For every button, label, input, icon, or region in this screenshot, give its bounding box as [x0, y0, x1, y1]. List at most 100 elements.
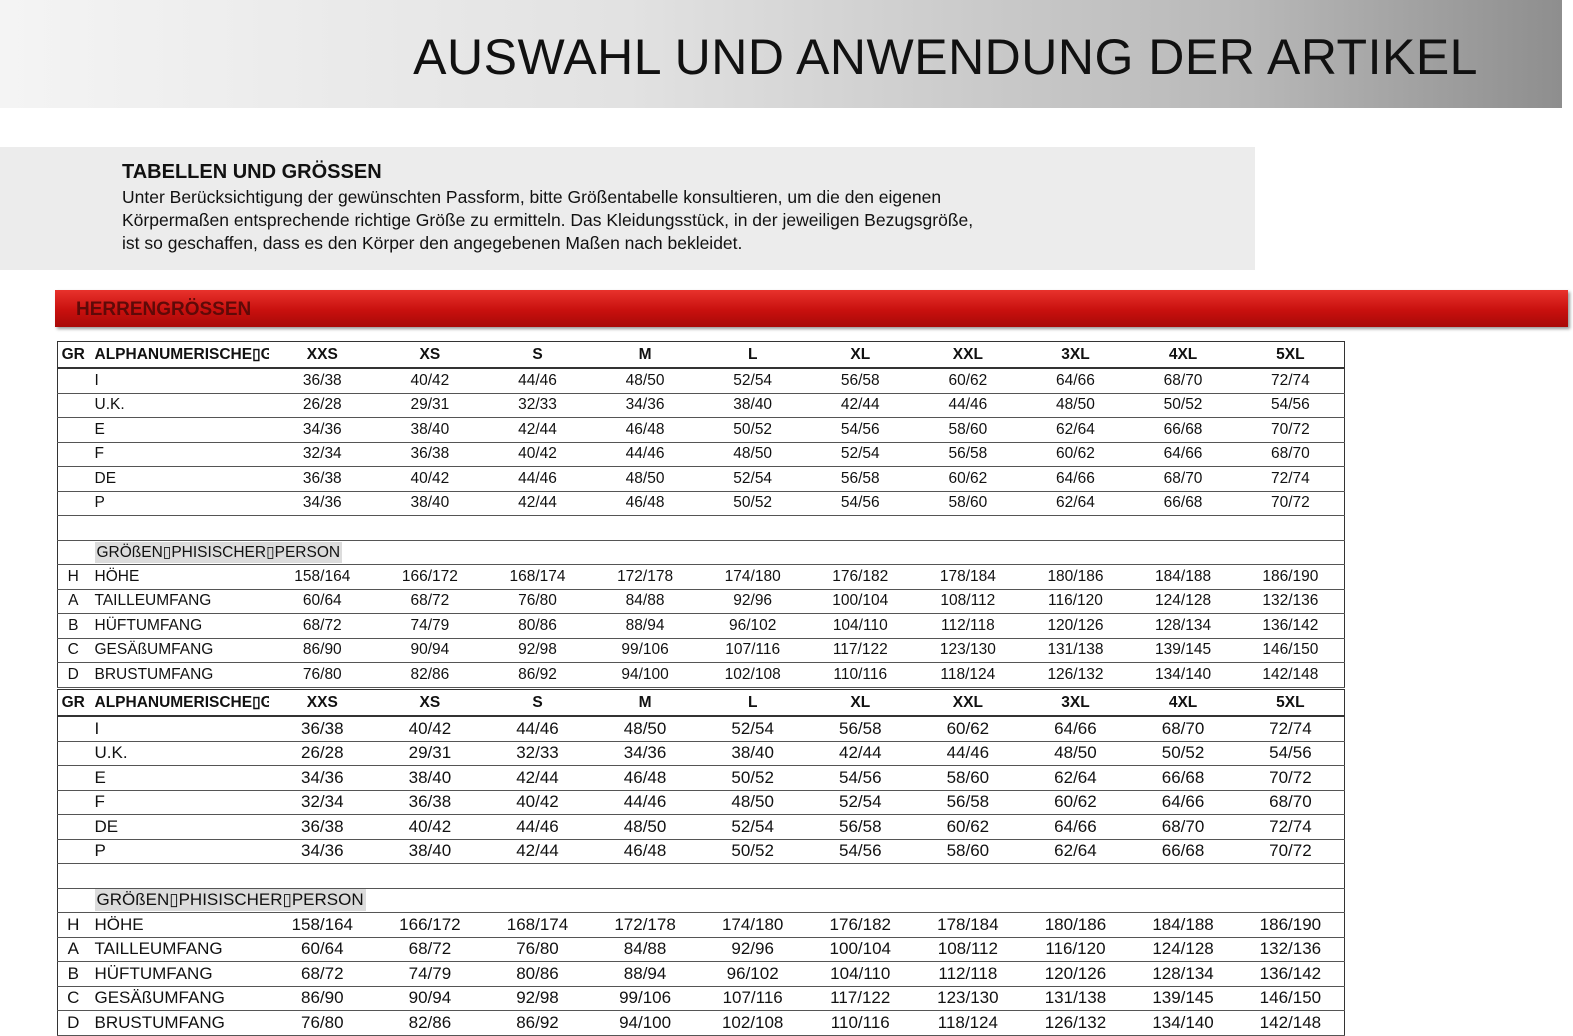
- measure-value: 68/72: [376, 937, 484, 962]
- intro-line: Unter Berücksichtigung der gewünschten P…: [122, 187, 942, 207]
- header-cell: GR: [57, 341, 89, 369]
- size-row: U.K. 26/28 29/31 32/33 34/36 38/40 42/44 44/46 4…: [57, 741, 1345, 766]
- size-row: U.K. 26/28 29/31 32/33 34/36 38/40 42/44 44/46 4…: [57, 393, 1345, 418]
- empty-cell: [57, 790, 89, 815]
- size-value: 58/60: [914, 417, 1022, 443]
- measure-value: 178/184: [914, 912, 1022, 938]
- measure-value: 172/178: [591, 912, 699, 938]
- size-value: 34/36: [268, 765, 377, 791]
- size-value: 60/62: [1021, 790, 1130, 815]
- row-code: B: [57, 613, 89, 639]
- size-value: 44/46: [914, 393, 1022, 418]
- measure-value: 68/72: [376, 589, 484, 614]
- measure-value: 107/116: [698, 986, 807, 1011]
- size-value: 38/40: [376, 491, 484, 516]
- measure-value: 90/94: [376, 638, 484, 663]
- size-value: 36/38: [268, 368, 377, 394]
- size-value: 58/60: [914, 765, 1022, 791]
- measure-value: 100/104: [806, 589, 915, 614]
- size-value: 40/42: [376, 466, 484, 492]
- size-value: 34/36: [268, 839, 377, 864]
- empty-cell: [57, 765, 89, 791]
- size-value: 40/42: [483, 790, 592, 815]
- row-code: A: [57, 937, 89, 962]
- measure-value: 107/116: [698, 638, 807, 663]
- size-value: 56/58: [806, 368, 915, 394]
- header-cell: L: [698, 341, 807, 369]
- size-value: 60/62: [914, 716, 1022, 742]
- measure-value: 180/186: [1021, 912, 1130, 938]
- size-value: 52/54: [698, 716, 807, 742]
- size-value: 54/56: [1236, 741, 1345, 766]
- size-row: E 34/36 38/40 42/44 46/48 50/52 54/56 58/60 62/6…: [57, 765, 1345, 791]
- size-value: 56/58: [914, 442, 1022, 467]
- measure-value: 168/174: [483, 564, 592, 590]
- header-cell: M: [591, 689, 699, 717]
- row-label: HÖHE: [88, 912, 269, 938]
- empty-cell: [57, 539, 89, 565]
- row-code: C: [57, 638, 89, 663]
- size-row: E 34/36 38/40 42/44 46/48 50/52 54/56 58/60 62/6…: [57, 417, 1345, 443]
- size-value: 62/64: [1021, 839, 1130, 864]
- measure-value: 124/128: [1129, 937, 1237, 962]
- row-code: B: [57, 961, 89, 987]
- size-value: 50/52: [698, 839, 807, 864]
- empty-cell: [57, 466, 89, 492]
- measure-value: 126/132: [1021, 1010, 1130, 1036]
- size-value: 50/52: [698, 417, 807, 443]
- measure-value: 86/92: [483, 662, 592, 688]
- measure-value: 74/79: [376, 613, 484, 639]
- size-value: 36/38: [268, 466, 377, 492]
- size-value: 38/40: [376, 417, 484, 443]
- size-value: 70/72: [1236, 491, 1345, 516]
- page-title: AUSWAHL UND ANWENDUNG DER ARTIKEL: [413, 29, 1478, 85]
- header-cell: ALPHANUMERISCHE▯G: [88, 689, 269, 717]
- measure-value: 90/94: [376, 986, 484, 1011]
- empty-cell: [57, 814, 89, 840]
- size-value: 62/64: [1021, 491, 1130, 516]
- measure-value: 168/174: [483, 912, 592, 938]
- size-value: 42/44: [806, 741, 915, 766]
- measure-value: 116/120: [1021, 589, 1130, 614]
- header-banner: AUSWAHL UND ANWENDUNG DER ARTIKEL: [0, 0, 1562, 108]
- size-value: 72/74: [1236, 466, 1345, 492]
- measure-value: 142/148: [1236, 662, 1345, 688]
- size-value: 34/36: [268, 491, 377, 516]
- measure-value: 92/96: [698, 937, 807, 962]
- measure-value: 146/150: [1236, 986, 1345, 1011]
- size-value: 44/46: [483, 368, 592, 394]
- measure-value: 184/188: [1129, 564, 1237, 590]
- header-cell: M: [591, 341, 699, 369]
- row-label: BRUSTUMFANG: [88, 662, 269, 688]
- size-value: 32/34: [268, 790, 377, 815]
- row-label: U.K.: [88, 741, 269, 766]
- measure-value: 142/148: [1236, 1010, 1345, 1036]
- measure-value: 86/90: [268, 986, 377, 1011]
- measure-value: 76/80: [268, 1010, 377, 1036]
- measure-value: 110/116: [806, 1010, 915, 1036]
- measure-value: 99/106: [591, 986, 699, 1011]
- size-value: 66/68: [1129, 765, 1237, 791]
- size-row: DE 36/38 40/42 44/46 48/50 52/54 56/58 60/62 64/…: [57, 466, 1345, 492]
- measure-value: 131/138: [1021, 638, 1130, 663]
- size-value: 44/46: [914, 741, 1022, 766]
- intro-title: TABELLEN UND GRÖSSEN: [122, 161, 382, 183]
- measure-value: 92/96: [698, 589, 807, 614]
- size-value: 48/50: [591, 466, 699, 492]
- size-value: 48/50: [591, 814, 699, 840]
- measure-value: 82/86: [376, 1010, 484, 1036]
- measure-value: 100/104: [806, 937, 915, 962]
- size-value: 44/46: [591, 442, 699, 467]
- measure-value: 104/110: [806, 613, 915, 639]
- measure-row: H HÖHE 158/164 166/172 168/174 172/178 174/180…: [57, 912, 1345, 938]
- header-cell: ALPHANUMERISCHE▯G: [88, 341, 269, 369]
- measure-value: 134/140: [1129, 1010, 1237, 1036]
- size-value: 44/46: [591, 790, 699, 815]
- measure-row: A TAILLEUMFANG 60/64 68/72 76/80 84/88 92/96 10…: [57, 937, 1345, 962]
- row-label: HÖHE: [88, 564, 269, 590]
- measure-value: 68/72: [268, 961, 377, 987]
- size-value: 58/60: [914, 839, 1022, 864]
- size-value: 38/40: [376, 839, 484, 864]
- size-value: 48/50: [698, 790, 807, 815]
